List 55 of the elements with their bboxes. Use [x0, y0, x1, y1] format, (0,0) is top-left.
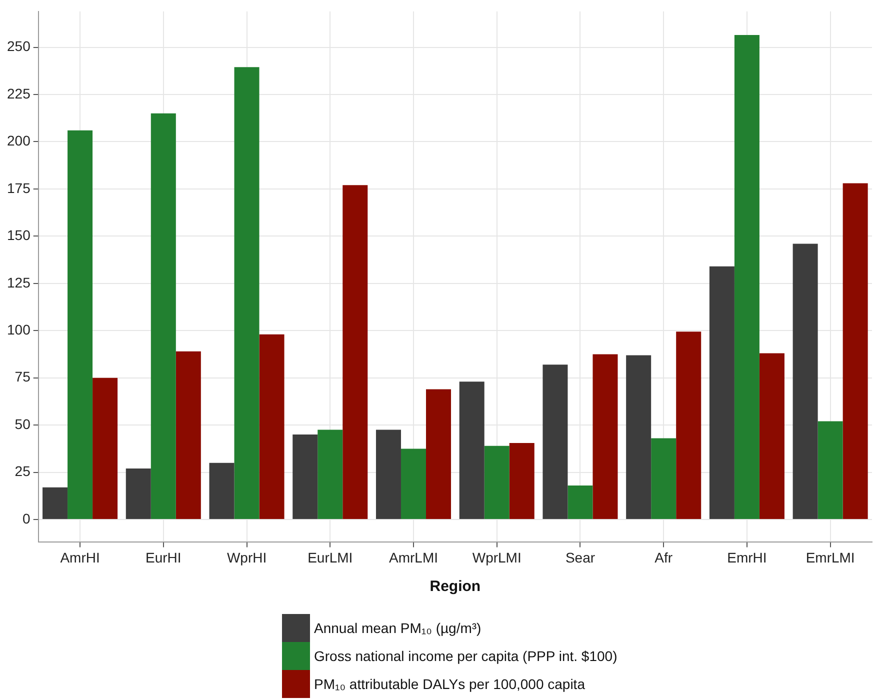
bar [68, 130, 93, 520]
x-tick-label: Sear [565, 549, 596, 566]
bar [842, 183, 868, 520]
bar [676, 332, 702, 520]
bar [542, 364, 568, 520]
legend-label: Annual mean PM₁₀ (µg/m³) [314, 620, 482, 636]
bar [400, 448, 426, 520]
bar [150, 113, 176, 520]
x-tick-label: AmrLMI [388, 549, 438, 566]
bar [234, 67, 260, 520]
y-tick-label: 0 [22, 510, 31, 526]
y-tick-label: 50 [14, 416, 31, 432]
y-tick-label: 100 [7, 321, 31, 338]
bar [342, 185, 368, 520]
bar [259, 334, 284, 520]
bar [292, 434, 318, 520]
y-tick-label: 150 [7, 227, 31, 244]
bar [792, 244, 818, 520]
x-axis-title: Region [430, 578, 481, 596]
bar [376, 430, 401, 520]
bar [126, 468, 151, 520]
bar [592, 354, 618, 520]
bar [651, 438, 676, 520]
y-tick-label: 225 [7, 85, 31, 102]
bar [318, 430, 343, 520]
bar [42, 487, 68, 520]
x-tick-label: Afr [654, 549, 673, 566]
x-tick-label: WprLMI [472, 549, 522, 566]
bar [568, 486, 593, 520]
y-tick-label: 175 [7, 180, 31, 196]
bar [484, 446, 510, 520]
legend-label: Gross national income per capita (PPP int. $100) [314, 648, 618, 664]
legend-label: PM₁₀ attributable DALYs per 100,000 capita [314, 676, 585, 692]
y-tick-label: 125 [7, 274, 31, 290]
bar [709, 266, 734, 520]
bar [509, 443, 534, 520]
bar [459, 382, 484, 520]
bar [92, 378, 118, 520]
bar [759, 353, 784, 520]
y-tick-label: 25 [14, 463, 31, 480]
y-tick-label: 200 [7, 132, 31, 149]
bar [209, 462, 234, 520]
x-tick-label: EurLMI [308, 549, 353, 566]
bar [176, 351, 201, 520]
bar [818, 421, 843, 520]
x-tick-label: WprHI [226, 549, 267, 566]
x-tick-label: EmrLMI [806, 549, 855, 566]
y-tick-label: 75 [14, 368, 31, 385]
bar [626, 355, 652, 520]
x-tick-label: AmrHI [60, 549, 100, 566]
y-tick-label: 250 [7, 38, 31, 54]
bar [734, 35, 760, 520]
bar [426, 389, 452, 520]
x-tick-label: EurHI [146, 549, 182, 566]
x-tick-label: EmrHI [727, 549, 767, 566]
